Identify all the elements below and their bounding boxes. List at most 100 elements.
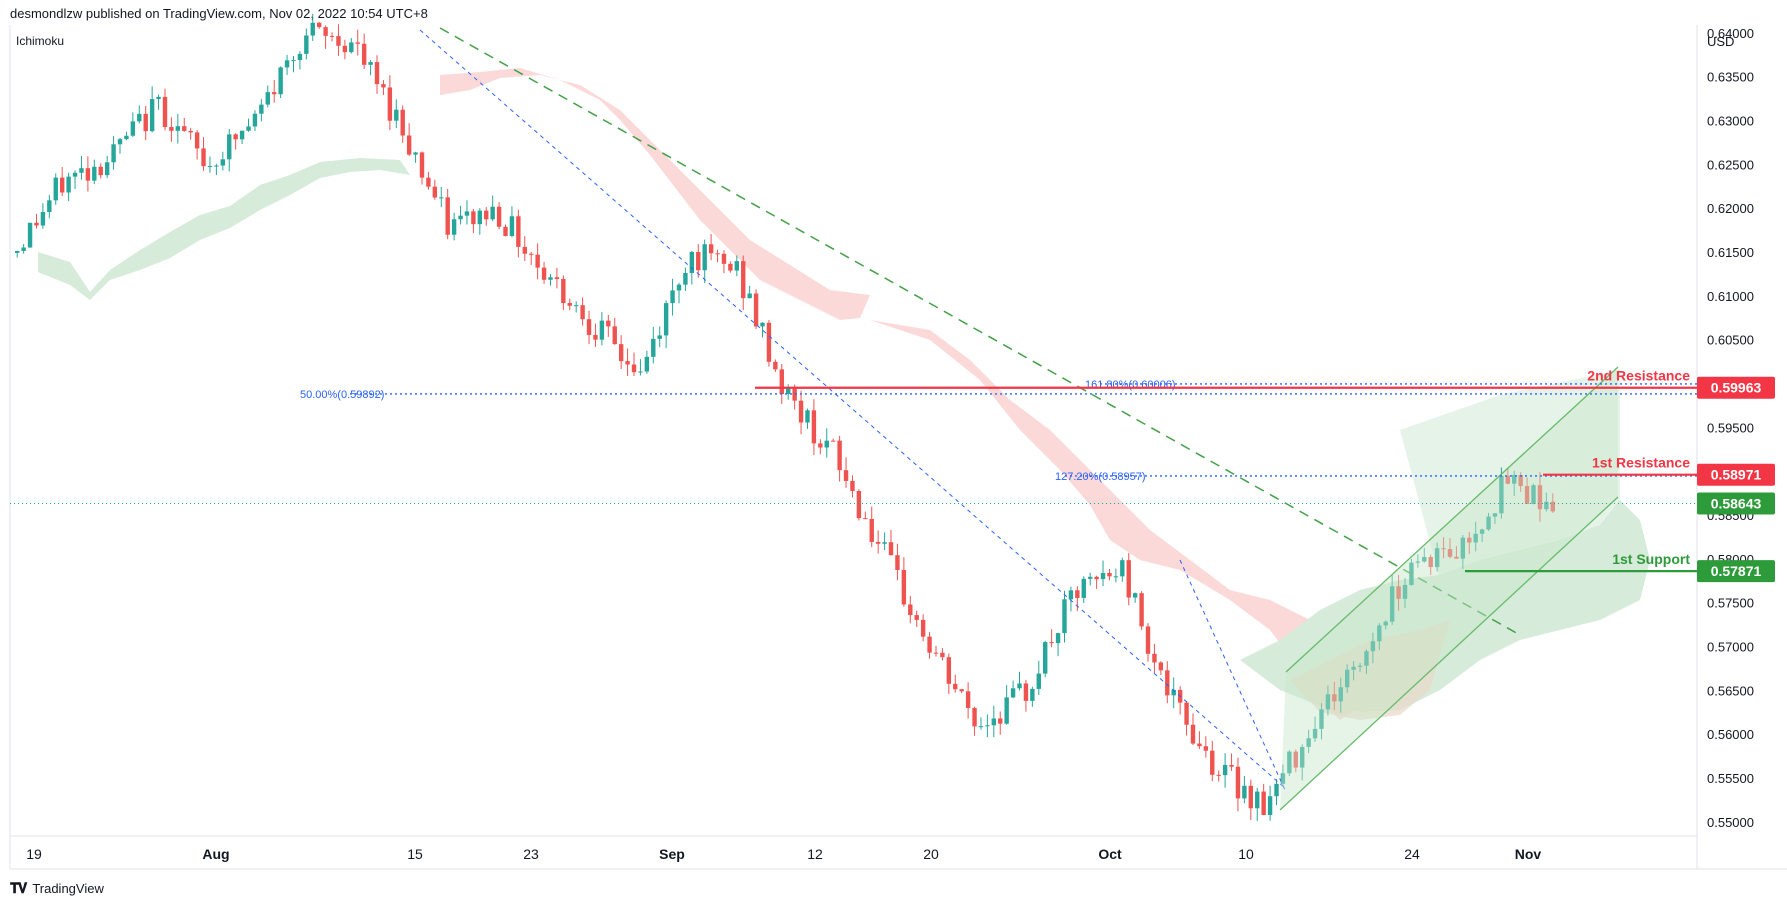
time-tick-3: 23 <box>523 846 539 862</box>
candle-body <box>1081 578 1086 598</box>
candle-body <box>850 480 855 491</box>
fib-diagonal-line[interactable] <box>419 29 1286 789</box>
candle-body <box>1274 783 1279 797</box>
candle-body <box>798 400 804 423</box>
ichimoku-cloud <box>38 68 1650 720</box>
candle-body <box>355 42 360 44</box>
candle-body <box>111 144 116 163</box>
candle-body <box>863 518 868 520</box>
candle-body <box>895 555 900 570</box>
candle-body <box>246 126 251 131</box>
level-badge-text-2: 0.58643 <box>1711 495 1762 511</box>
candle-body <box>1190 724 1196 744</box>
channel-lower-line[interactable] <box>1279 496 1619 811</box>
candle-body <box>1210 750 1215 775</box>
candle-body <box>368 62 373 65</box>
candle-body <box>1152 653 1157 663</box>
candle-body <box>933 652 939 654</box>
candle-body <box>824 440 829 448</box>
candle-body <box>496 206 502 227</box>
candle-body <box>959 689 964 692</box>
candle-body <box>1248 785 1254 809</box>
candle-body <box>1422 557 1427 562</box>
candle-body <box>818 443 823 448</box>
candle-body <box>1165 670 1170 696</box>
price-tick-5: 0.61500 <box>1707 245 1754 260</box>
candle-body <box>985 725 990 727</box>
candle-body <box>201 148 206 167</box>
candle-body <box>1332 694 1337 702</box>
candle-body <box>85 168 91 181</box>
candle-body <box>1094 576 1099 580</box>
candle-body <box>252 113 258 127</box>
candle-body <box>1518 475 1523 487</box>
candle-body <box>747 293 752 299</box>
candle-body <box>1447 549 1453 557</box>
candle-body <box>1524 486 1530 504</box>
candle-body <box>953 683 958 690</box>
descending-trendline[interactable] <box>439 27 1521 636</box>
candle-body <box>766 322 772 362</box>
candle-body <box>175 126 181 131</box>
candle-body <box>972 707 977 727</box>
candle-body <box>406 135 412 155</box>
candle-body <box>239 130 245 140</box>
candle-body <box>541 267 547 280</box>
candle-body <box>914 615 919 620</box>
candle-body <box>753 293 759 327</box>
price-tick-6: 0.61000 <box>1707 289 1754 304</box>
candle-body <box>1004 697 1009 724</box>
candle-body <box>220 159 226 166</box>
candle-body <box>1216 774 1221 776</box>
candle-body <box>98 166 103 176</box>
candle-body <box>696 251 701 271</box>
candle-body <box>342 45 348 53</box>
price-tick-15: 0.55500 <box>1707 771 1754 786</box>
candle-body <box>830 440 836 442</box>
time-tick-0: 19 <box>26 846 42 862</box>
fib-retrace-line[interactable] <box>1179 559 1286 791</box>
candle-body <box>702 244 707 271</box>
candle-body <box>1370 641 1376 652</box>
candle-body <box>721 253 727 264</box>
indicator-label: Ichimoku <box>16 34 64 48</box>
candle-body <box>1267 796 1273 816</box>
candle-body <box>426 177 431 187</box>
candle-body <box>998 718 1003 724</box>
candle-body <box>606 320 611 327</box>
candle-body <box>169 127 174 131</box>
candle-body <box>304 35 309 54</box>
candle-body <box>1402 584 1408 599</box>
candle-body <box>439 197 444 199</box>
candle-body <box>117 139 123 145</box>
candle-body <box>1158 662 1164 671</box>
candle-body <box>53 177 58 201</box>
candle-body <box>1537 485 1543 510</box>
candle-body <box>1454 556 1459 559</box>
price-tick-11: 0.57500 <box>1707 596 1754 611</box>
candle-body <box>451 219 457 235</box>
candle-body <box>631 364 637 373</box>
candle-body <box>882 542 887 544</box>
candle-body <box>143 113 148 132</box>
candle-body <box>1010 688 1016 698</box>
tradingview-logo-icon[interactable]: 𝐓𝐕 <box>10 880 27 896</box>
candle-body <box>27 222 33 248</box>
candle-body <box>400 109 405 136</box>
price-tick-16: 0.55000 <box>1707 815 1754 830</box>
candle-body <box>1428 557 1433 568</box>
price-tick-3: 0.62500 <box>1707 157 1754 172</box>
candle-body <box>908 604 913 616</box>
support-resistance-lines[interactable]: 2nd Resistance 1st Resistance 1st Support <box>755 368 1697 573</box>
candle-body <box>471 211 476 225</box>
candle-body <box>394 109 399 121</box>
candle-body <box>509 216 515 236</box>
level-badge-0 <box>1697 376 1775 399</box>
candle-body <box>522 246 527 254</box>
channel-upper-line[interactable] <box>1285 366 1619 673</box>
candle-body <box>567 302 572 306</box>
level-name-0: 2nd Resistance <box>1587 368 1690 384</box>
candle-body <box>272 92 277 95</box>
footer-brand[interactable]: TradingView <box>32 881 104 896</box>
